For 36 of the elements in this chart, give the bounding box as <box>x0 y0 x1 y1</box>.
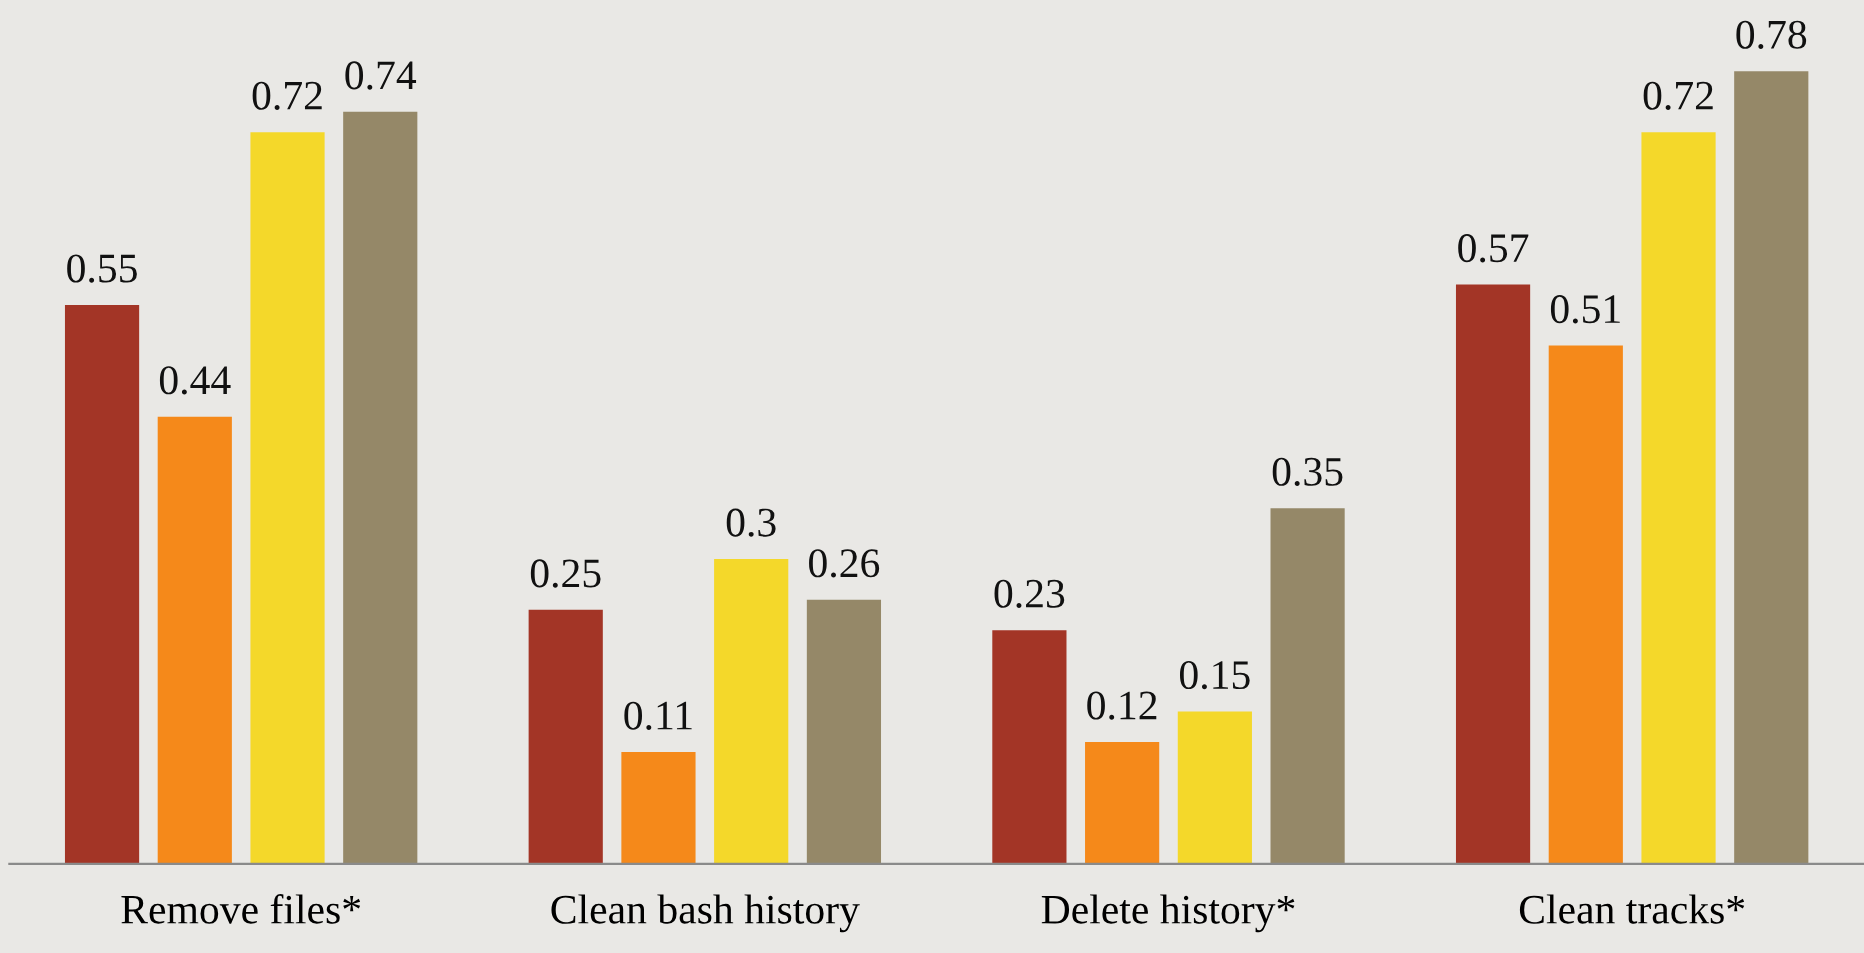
bar <box>1734 71 1809 864</box>
data-label: 0.12 <box>1087 691 1157 720</box>
data-label: 0.72 <box>252 81 322 110</box>
data-label: 0.51 <box>1550 295 1620 324</box>
bar <box>1548 345 1623 864</box>
x-tick-label: Remove files* <box>121 894 361 924</box>
bar <box>1641 132 1716 864</box>
data-label: 0.3 <box>726 508 776 537</box>
data-label: 0.23 <box>994 579 1065 608</box>
bar <box>1085 741 1160 864</box>
bar <box>621 752 696 864</box>
bar <box>157 416 232 864</box>
bar <box>1455 284 1531 864</box>
x-tick-label: Clean tracks* <box>1519 894 1745 924</box>
bar <box>1177 711 1252 864</box>
data-label: 0.44 <box>159 366 231 395</box>
data-label: 0.55 <box>67 254 137 283</box>
data-label: 0.78 <box>1736 20 1807 49</box>
bar <box>64 304 140 864</box>
bar <box>528 609 603 864</box>
data-label: 0.25 <box>530 559 601 588</box>
bar <box>250 132 325 864</box>
data-label: 0.11 <box>624 701 692 730</box>
data-label: 0.57 <box>1458 234 1529 263</box>
x-tick-label: Delete history* <box>1041 894 1295 933</box>
bar <box>992 630 1067 864</box>
bar <box>714 558 789 864</box>
bar <box>343 111 418 864</box>
data-label: 0.72 <box>1643 81 1713 110</box>
bar <box>806 599 882 864</box>
data-label: 0.26 <box>809 549 880 578</box>
data-label: 0.15 <box>1179 660 1250 690</box>
data-label: 0.35 <box>1272 457 1343 486</box>
x-tick-label: Clean bash history <box>551 894 860 933</box>
bar <box>1270 508 1345 864</box>
data-label: 0.74 <box>345 61 417 90</box>
